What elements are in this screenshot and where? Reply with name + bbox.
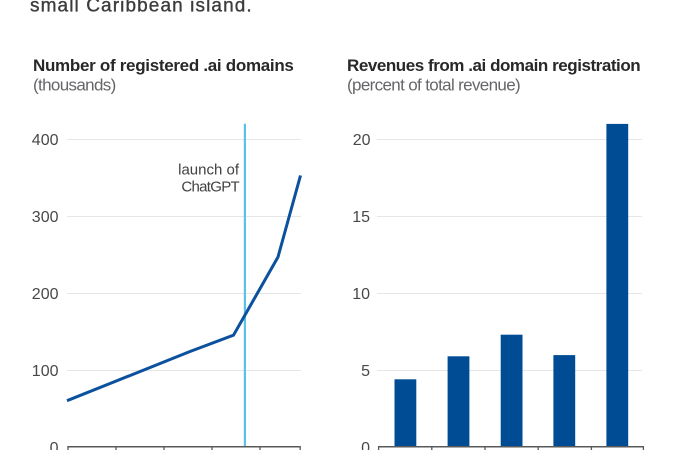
svg-text:(thousands): (thousands) — [33, 76, 116, 95]
svg-text:0: 0 — [50, 440, 59, 450]
svg-text:ChatGPT: ChatGPT — [181, 178, 239, 195]
svg-text:15: 15 — [352, 209, 370, 226]
svg-text:(percent of total revenue): (percent of total revenue) — [347, 76, 520, 95]
svg-text:Revenues from .ai domain regis: Revenues from .ai domain registration — [347, 56, 640, 75]
svg-text:10: 10 — [352, 286, 370, 303]
svg-text:400: 400 — [32, 132, 59, 149]
svg-text:100: 100 — [32, 363, 59, 380]
svg-text:200: 200 — [32, 286, 59, 303]
svg-text:0: 0 — [361, 440, 370, 450]
svg-text:300: 300 — [32, 209, 59, 226]
svg-text:small Caribbean island.: small Caribbean island. — [30, 0, 253, 16]
svg-text:launch of: launch of — [178, 162, 240, 179]
svg-text:Number of registered .ai domai: Number of registered .ai domains — [33, 56, 294, 75]
svg-text:20: 20 — [353, 132, 371, 149]
svg-text:5: 5 — [361, 363, 370, 380]
